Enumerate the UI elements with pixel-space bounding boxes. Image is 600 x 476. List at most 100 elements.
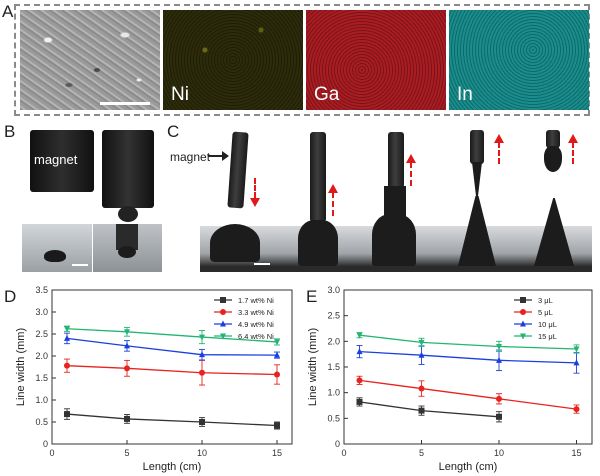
frame5-detached <box>544 146 562 172</box>
x-tick-label: 15 <box>571 448 581 458</box>
frame4-arrowhead <box>494 134 504 143</box>
data-point <box>357 377 363 383</box>
frame3-arrow <box>410 162 412 186</box>
y-tick-label: 2.5 <box>327 311 340 321</box>
frame4-upper-neck <box>472 162 482 196</box>
frame5-arrow <box>572 142 574 164</box>
panel-label-a: A <box>2 2 13 22</box>
panel-b-divider <box>92 224 93 272</box>
x-axis-title: Length (cm) <box>143 461 202 473</box>
chart-d: 0 0.5 1.0 1.5 2.0 2.5 3.0 3.5 0 5 10 15 Length (cm) L… <box>0 284 300 476</box>
legend-entry: 10 μL <box>538 320 557 329</box>
scale-bar <box>100 102 150 105</box>
y-tick-label: 0 <box>43 439 48 449</box>
legend-marker <box>520 297 526 303</box>
panel-b-lower <box>22 224 162 272</box>
series-line <box>67 366 277 375</box>
data-point <box>124 416 130 422</box>
droplet-on-surface <box>44 250 66 262</box>
data-point <box>274 423 280 429</box>
magnet-label-b: magnet <box>34 152 77 167</box>
panel-c-sequence: magnet <box>200 130 592 272</box>
frame3-neck <box>384 186 406 216</box>
y-tick-label: 0.5 <box>327 413 340 423</box>
series-line <box>67 414 277 425</box>
sem-image <box>20 10 160 110</box>
frame2-arrow <box>332 192 334 216</box>
data-point <box>199 419 205 425</box>
y-tick-label: 1.0 <box>327 388 340 398</box>
legend-entry: 6.4 wt% Ni <box>238 332 274 341</box>
data-point <box>124 365 130 371</box>
panel-label-b: B <box>4 122 15 142</box>
y-tick-label: 0 <box>335 439 340 449</box>
data-point <box>64 411 70 417</box>
data-point <box>274 371 280 377</box>
legend-marker <box>220 297 226 303</box>
x-tick-label: 15 <box>272 448 282 458</box>
y-axis-title: Line width (mm) <box>307 328 319 406</box>
x-tick-label: 5 <box>419 448 424 458</box>
frame4-arrow <box>498 142 500 164</box>
frame5-arrowhead <box>568 134 578 143</box>
frame1-rod <box>227 132 248 209</box>
frame2-arrowhead <box>328 184 338 193</box>
legend-entry: 3 μL <box>538 296 553 305</box>
legend-marker <box>520 309 526 315</box>
y-tick-label: 1.0 <box>35 395 48 405</box>
picked-droplet <box>118 206 138 222</box>
x-tick-label: 10 <box>494 448 504 458</box>
y-tick-label: 2.5 <box>35 329 48 339</box>
panel-b-upper: magnet <box>22 130 162 222</box>
frame3-rod <box>388 132 404 188</box>
frame1-arrowhead <box>250 198 260 207</box>
lifted-droplet <box>118 246 136 258</box>
frame3-bridge <box>372 214 416 266</box>
frame3-arrowhead <box>406 154 416 163</box>
y-tick-label: 1.5 <box>35 373 48 383</box>
frame1-droplet <box>210 224 260 262</box>
data-point <box>64 363 70 369</box>
x-tick-label: 10 <box>197 448 207 458</box>
magnet-label-c: magnet <box>170 150 210 164</box>
series-line <box>360 352 577 363</box>
in-map-label: In <box>457 84 473 106</box>
plot-frame <box>344 290 592 444</box>
magnet-pointer-head <box>222 151 229 161</box>
frame4-rod <box>470 130 484 164</box>
data-point <box>419 408 425 414</box>
frame1-arrow <box>254 178 256 198</box>
data-point <box>357 399 363 405</box>
panel-label-c: C <box>167 122 179 142</box>
data-point <box>199 370 205 376</box>
series-line <box>360 402 500 417</box>
x-tick-label: 0 <box>49 448 54 458</box>
y-tick-label: 3.0 <box>327 285 340 295</box>
in-eds-map: In <box>449 10 589 110</box>
y-tick-label: 0.5 <box>35 417 48 427</box>
x-tick-label: 0 <box>341 448 346 458</box>
chart-e: 0 0.5 1.0 1.5 2.0 2.5 3.0 0 5 10 15 Length (cm) Line… <box>300 284 600 476</box>
legend-marker <box>220 309 226 315</box>
legend-entry: 5 μL <box>538 308 553 317</box>
frame2-rod <box>310 132 326 222</box>
data-point <box>496 396 502 402</box>
magnet-rod-b <box>102 130 154 208</box>
data-point <box>419 386 425 392</box>
ni-eds-map: Ni <box>163 10 303 110</box>
frame2-bridge <box>298 220 338 266</box>
y-tick-label: 3.0 <box>35 307 48 317</box>
ga-map-label: Ga <box>314 84 339 106</box>
y-tick-label: 3.5 <box>35 285 48 295</box>
y-tick-label: 1.5 <box>327 362 340 372</box>
x-tick-label: 5 <box>124 448 129 458</box>
y-axis-title: Line width (mm) <box>15 328 27 406</box>
scale-bar-c <box>254 263 270 265</box>
y-tick-label: 2.0 <box>327 336 340 346</box>
legend-entry: 4.9 wt% Ni <box>238 320 274 329</box>
data-point <box>64 335 70 341</box>
legend-entry: 1.7 wt% Ni <box>238 296 274 305</box>
data-point <box>574 406 580 412</box>
x-axis-title: Length (cm) <box>439 461 498 473</box>
ni-map-label: Ni <box>171 84 189 106</box>
